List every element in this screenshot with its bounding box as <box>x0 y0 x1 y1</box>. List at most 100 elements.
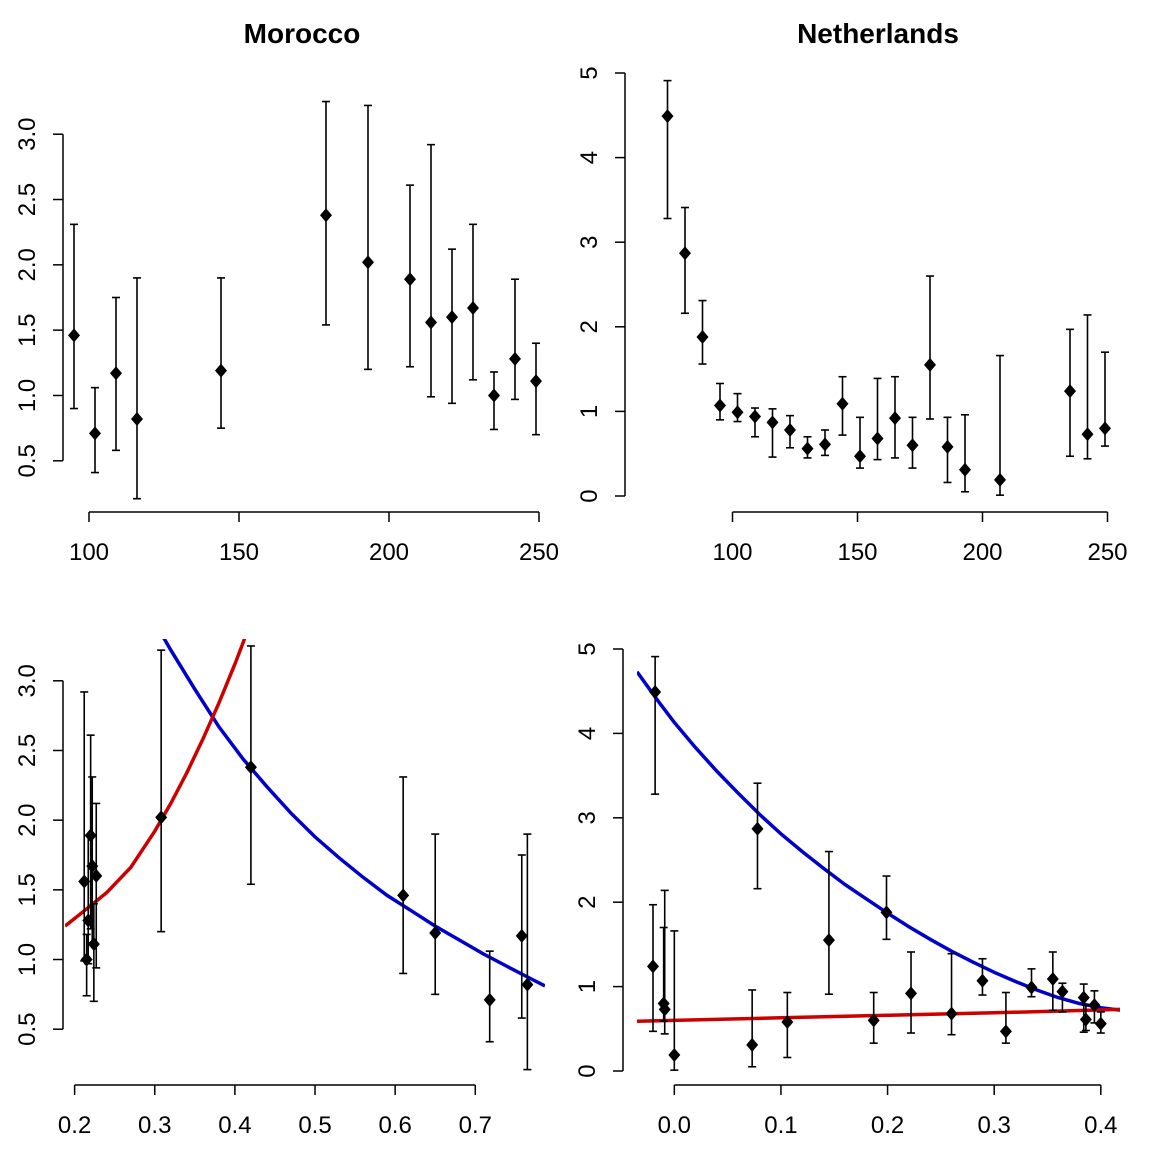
chart-2-data-point <box>90 868 103 883</box>
chart-0-data-point <box>509 351 521 366</box>
chart-2-data-point <box>84 828 97 843</box>
chart-0-x-tick-label: 100 <box>69 539 109 566</box>
chart-0-y-tick-label: 1.5 <box>14 313 41 346</box>
chart-1-data-point <box>854 449 866 464</box>
chart-2-fitted-curve <box>65 639 247 928</box>
chart-1-data-point <box>784 423 796 438</box>
chart-0-y-tick-label: 2.0 <box>14 248 41 281</box>
chart-3-data-point <box>905 986 918 1001</box>
chart-1-data-point <box>1064 384 1076 399</box>
chart-1-y-tick-label: 1 <box>576 405 603 418</box>
chart-1-data-point <box>1099 421 1111 436</box>
chart-0-data-point <box>110 366 122 381</box>
chart-3-data-point <box>1025 980 1038 995</box>
chart-3-y-tick-label: 1 <box>574 980 601 993</box>
chart-0-data-point <box>446 310 458 325</box>
chart-1-data-point <box>1081 427 1094 442</box>
chart-3-data-point <box>1046 972 1059 987</box>
chart-3-data-point <box>781 1015 794 1030</box>
chart-1-data-point <box>679 246 691 261</box>
netherlands-fitted-panel: 0.0 0.1 0.2 0.3 0.4 0 1 2 3 4 5 <box>574 642 1120 1139</box>
chart-2-y-tick-label: 1.5 <box>14 873 41 906</box>
chart-1-y-tick-label: 0 <box>576 489 603 502</box>
chart-1-x-tick-label: 150 <box>837 539 877 566</box>
chart-1-data-point <box>819 437 831 452</box>
chart-3-x-tick-label: 0.2 <box>871 1112 904 1139</box>
chart-1-data-point <box>906 438 919 453</box>
chart-3-data-point <box>976 973 989 988</box>
chart-3-data-point <box>1088 998 1101 1013</box>
chart-2-x-tick-label: 0.3 <box>138 1112 171 1139</box>
chart-1-x-tick-label: 100 <box>712 539 752 566</box>
chart-0-data-point <box>425 315 437 330</box>
netherlands-title: Netherlands <box>797 18 959 49</box>
chart-0-data-point <box>467 300 479 315</box>
chart-2-data-point <box>86 859 99 874</box>
chart-3-fitted-curve <box>637 1007 1120 1023</box>
chart-1-y-tick-label: 3 <box>576 236 603 249</box>
chart-3-data-point <box>658 1002 671 1017</box>
morocco-by-x-panel: Morocco 100 150 200 250 0.5 1.0 1.5 2.0 2.5 3.0 <box>14 18 559 566</box>
morocco-fitted-panel: 0.2 0.3 0.4 0.5 0.6 0.7 0.5 1.0 1.5 2.0 2.5 3.0 <box>14 639 545 1139</box>
chart-3-y-tick-label: 0 <box>574 1064 601 1077</box>
chart-3-y-tick-label: 5 <box>574 642 601 655</box>
chart-3-x-tick-label: 0.4 <box>1084 1112 1117 1139</box>
chart-3-x-tick-label: 0.1 <box>764 1112 797 1139</box>
chart-1-data-point <box>731 405 744 420</box>
chart-3-y-tick-label: 4 <box>574 727 601 740</box>
chart-2-data-point <box>78 874 91 889</box>
chart-3-data-point <box>751 821 764 836</box>
chart-0-x-tick-label: 200 <box>369 539 409 566</box>
chart-0-data-point <box>488 388 500 403</box>
chart-0-data-point <box>68 328 80 343</box>
chart-2-y-tick-label: 3.0 <box>14 664 41 697</box>
chart-0-y-tick-label: 0.5 <box>14 444 41 477</box>
chart-1-data-point <box>749 409 761 424</box>
chart-2-y-tick-label: 0.5 <box>14 1013 41 1046</box>
chart-2-data-point <box>155 810 168 825</box>
chart-1-data-point <box>766 415 779 430</box>
chart-1-data-point <box>941 439 954 454</box>
chart-2-x-tick-label: 0.4 <box>218 1112 251 1139</box>
chart-2-data-point <box>429 926 442 941</box>
morocco-title: Morocco <box>244 18 361 49</box>
chart-0-data-point <box>89 426 101 441</box>
chart-1-y-tick-label: 2 <box>576 320 603 333</box>
chart-2-y-tick-label: 1.0 <box>14 943 41 976</box>
chart-1-data-point <box>924 357 936 372</box>
chart-0-data-point <box>215 363 227 378</box>
chart-0-data-point <box>530 374 542 389</box>
chart-3-data-point <box>1079 1012 1092 1027</box>
chart-1-data-point <box>994 472 1006 487</box>
chart-1-data-point <box>801 441 814 456</box>
chart-1-y-tick-label: 5 <box>576 66 603 79</box>
chart-3-data-point <box>945 1006 958 1021</box>
chart-0-data-point <box>131 412 143 426</box>
chart-0-y-tick-label: 1.0 <box>14 379 41 412</box>
chart-3-data-point <box>649 685 662 700</box>
chart-2-fitted-curve <box>162 639 545 988</box>
chart-2-data-point <box>397 888 410 903</box>
chart-2-data-point <box>483 992 496 1007</box>
chart-3-y-tick-label: 2 <box>574 896 601 909</box>
chart-3-data-point <box>999 1024 1012 1039</box>
chart-0-data-point <box>362 255 374 270</box>
chart-2-data-point <box>244 760 257 775</box>
chart-0-y-tick-label: 2.5 <box>14 183 41 216</box>
chart-3-data-point <box>1094 1016 1107 1031</box>
netherlands-by-x-panel: Netherlands 100 150 200 250 0 1 2 3 4 5 <box>576 18 1128 566</box>
chart-3-data-point <box>668 1047 681 1062</box>
chart-3-x-tick-label: 0.3 <box>977 1112 1010 1139</box>
chart-3-fitted-curve <box>637 670 1120 1012</box>
chart-2-data-point <box>87 937 100 952</box>
chart-2-data-point <box>521 977 534 992</box>
chart-1-data-point <box>836 396 849 411</box>
chart-3-x-tick-label: 0.0 <box>658 1112 691 1139</box>
chart-1-data-point <box>696 329 709 344</box>
chart-2-x-tick-label: 0.7 <box>459 1112 492 1139</box>
chart-3-data-point <box>646 959 659 974</box>
chart-0-data-point <box>404 272 416 287</box>
chart-2-y-tick-label: 2.5 <box>14 734 41 767</box>
chart-2-x-tick-label: 0.5 <box>298 1112 331 1139</box>
